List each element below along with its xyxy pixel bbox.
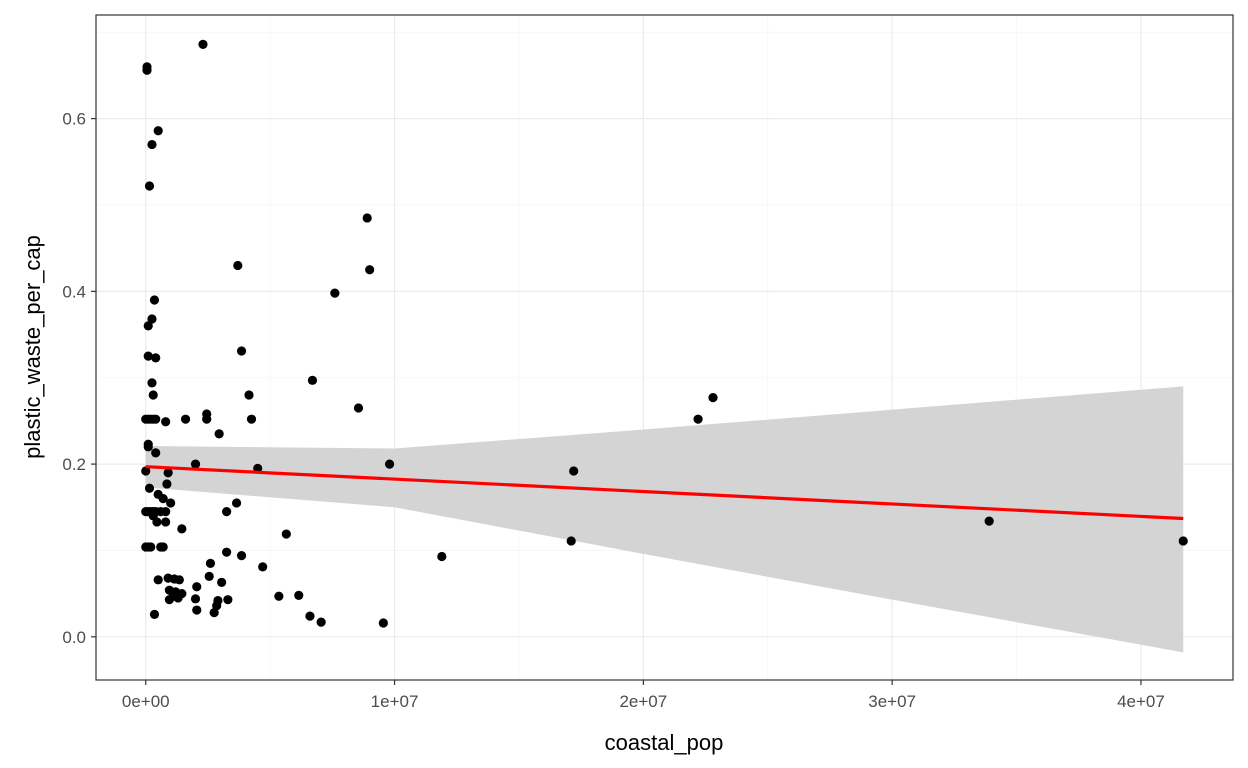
data-point <box>569 466 579 476</box>
x-tick-label: 0e+00 <box>122 692 170 711</box>
data-point <box>166 498 176 508</box>
data-point <box>693 414 703 424</box>
data-point <box>146 542 156 552</box>
x-axis: 0e+00 1e+07 2e+07 3e+07 4e+07 <box>122 680 1165 711</box>
data-point <box>148 390 158 400</box>
data-point <box>353 403 364 413</box>
data-point <box>236 346 247 356</box>
data-point <box>144 483 155 493</box>
data-point <box>151 414 161 424</box>
x-tick-label: 2e+07 <box>619 692 667 711</box>
data-point <box>190 459 201 469</box>
data-point <box>141 466 151 476</box>
data-point <box>305 611 315 621</box>
data-point <box>202 414 212 424</box>
data-point <box>192 582 202 592</box>
data-point <box>378 618 388 628</box>
data-point <box>708 392 718 403</box>
data-point <box>151 448 161 458</box>
data-point <box>180 414 191 424</box>
data-point <box>190 594 201 604</box>
data-point <box>161 517 171 527</box>
confidence-band <box>145 386 1184 653</box>
data-point <box>258 562 268 572</box>
data-point <box>566 536 576 546</box>
data-point <box>149 609 160 619</box>
data-point <box>214 429 224 439</box>
data-point <box>163 468 173 478</box>
data-point <box>222 547 232 557</box>
data-point <box>437 551 447 562</box>
data-point <box>143 442 153 452</box>
y-tick-label: 0.2 <box>62 455 86 474</box>
y-tick-label: 0.0 <box>62 628 86 647</box>
data-point <box>362 213 372 223</box>
data-point <box>174 575 184 585</box>
data-point <box>164 595 174 605</box>
data-point <box>231 498 242 508</box>
data-point <box>233 260 243 271</box>
data-point <box>153 126 163 136</box>
data-point <box>149 295 160 305</box>
data-point <box>143 321 153 331</box>
data-point <box>274 591 284 601</box>
y-tick-label: 0.6 <box>62 110 86 129</box>
data-points <box>141 39 1188 628</box>
panel-border <box>95 14 1234 681</box>
data-point <box>192 605 202 615</box>
x-tick-label: 3e+07 <box>868 692 916 711</box>
data-point <box>161 506 171 517</box>
y-tick-label: 0.4 <box>62 282 86 301</box>
data-point <box>158 494 168 504</box>
confidence-band-area <box>145 386 1184 653</box>
data-point <box>209 608 219 618</box>
data-point <box>212 601 222 611</box>
data-point <box>384 459 395 469</box>
data-point <box>244 390 254 400</box>
data-point <box>1178 536 1188 546</box>
x-axis-title: coastal_pop <box>605 730 724 755</box>
data-point <box>222 506 232 517</box>
data-point <box>161 417 171 427</box>
x-tick-label: 1e+07 <box>371 692 419 711</box>
data-point <box>330 288 340 298</box>
data-point <box>984 516 994 526</box>
data-point <box>316 617 326 627</box>
data-point <box>204 571 214 581</box>
data-point <box>151 353 161 363</box>
data-point <box>144 181 155 191</box>
data-point <box>205 558 216 569</box>
data-point <box>281 529 291 539</box>
data-point <box>173 593 183 603</box>
data-point <box>162 479 172 489</box>
data-point <box>147 314 157 324</box>
data-point <box>147 139 157 150</box>
data-point <box>153 575 163 585</box>
data-point <box>217 577 227 588</box>
fit-line <box>145 465 1184 521</box>
data-point <box>365 265 375 275</box>
data-point <box>158 542 168 552</box>
data-point <box>294 590 304 600</box>
data-point <box>143 351 153 361</box>
data-point <box>177 524 187 534</box>
data-point <box>142 65 152 75</box>
data-point <box>223 595 233 605</box>
data-point <box>198 39 208 49</box>
data-point <box>152 517 162 527</box>
data-point <box>246 414 257 424</box>
data-point <box>307 375 318 385</box>
y-axis: 0.0 0.2 0.4 0.6 <box>62 110 96 647</box>
data-point <box>236 551 247 561</box>
x-tick-label: 4e+07 <box>1117 692 1165 711</box>
y-axis-title: plastic_waste_per_cap <box>20 235 45 459</box>
data-point <box>147 378 157 388</box>
regression-line <box>145 465 1184 521</box>
